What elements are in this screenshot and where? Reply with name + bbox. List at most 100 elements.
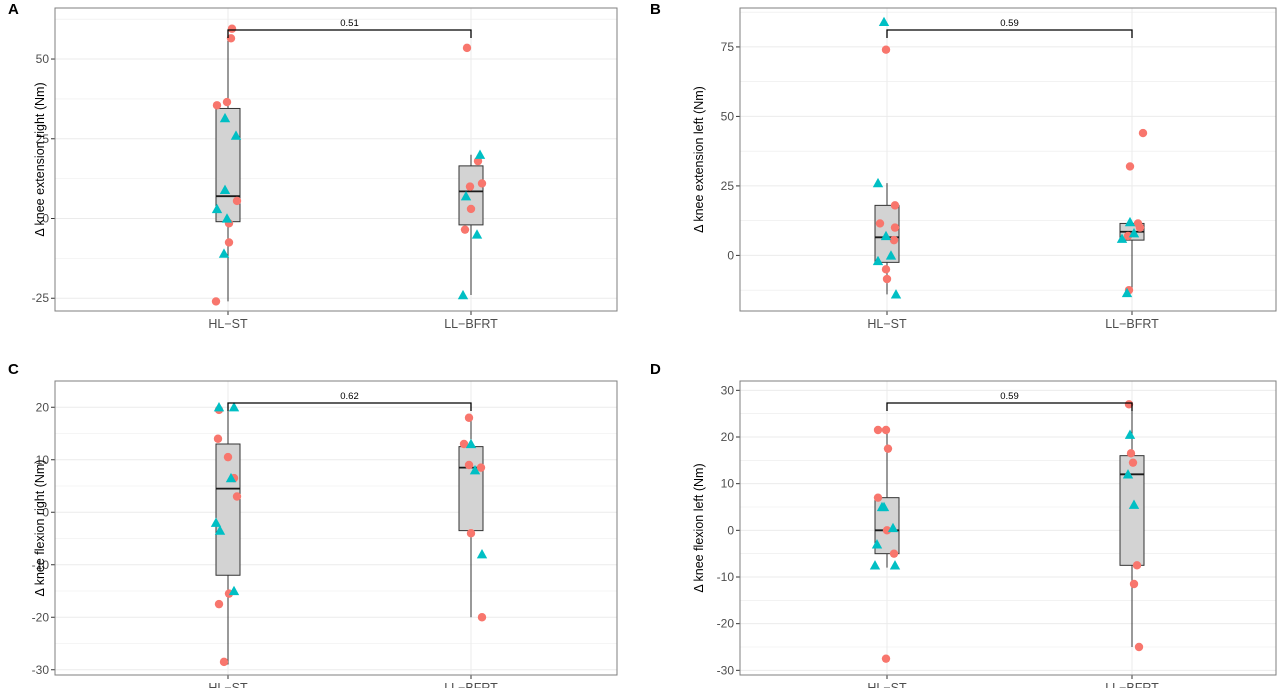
data-point-circle	[889, 549, 899, 558]
y-tick-label: -20	[717, 617, 735, 631]
data-point-triangle	[469, 465, 481, 475]
data-point-circle	[211, 297, 221, 306]
x-category-label: LL−BFRT	[444, 317, 498, 331]
data-point-triangle	[219, 184, 231, 194]
data-point-triangle	[225, 472, 237, 483]
data-point-circle	[477, 179, 487, 188]
data-point-circle	[1138, 128, 1148, 138]
panel-C: C -30 -20 -10 0 10 20 Δ knee flexion right (Nm)…	[8, 361, 618, 688]
plot-background	[740, 381, 1276, 675]
data-point-circle	[883, 444, 893, 453]
data-point-circle	[232, 196, 242, 206]
panel-letter: D	[650, 361, 661, 378]
data-point-circle	[219, 657, 229, 667]
y-tick-label: -20	[32, 610, 50, 624]
plot-frame	[54, 380, 618, 676]
x-category-label: LL−BFRT	[444, 681, 498, 688]
data-point-circle	[873, 493, 883, 502]
data-point-triangle	[1122, 469, 1134, 479]
data-point-triangle	[878, 16, 890, 27]
y-tick-label: 25	[721, 179, 735, 193]
plot-background	[740, 8, 1276, 311]
data-point-triangle	[457, 289, 469, 300]
data-point-triangle	[211, 203, 223, 214]
y-tick-label: 0	[727, 523, 734, 537]
p-value-label: 0.59	[1000, 391, 1019, 402]
data-point-triangle	[1116, 233, 1128, 243]
data-point-triangle	[889, 560, 901, 570]
data-point-circle	[1125, 162, 1135, 171]
data-point-triangle	[474, 149, 486, 159]
data-point-triangle	[213, 402, 225, 412]
data-point-triangle	[1128, 499, 1140, 509]
data-point-triangle	[872, 255, 884, 266]
data-point-circle	[873, 425, 883, 435]
plot-background	[55, 381, 617, 675]
data-point-circle	[464, 460, 474, 470]
y-tick-label: 20	[36, 400, 50, 414]
x-category-label: LL−BFRT	[1105, 317, 1159, 331]
data-point-triangle	[228, 402, 240, 412]
data-point-circle	[222, 97, 232, 107]
data-point-circle	[1135, 223, 1145, 232]
y-tick-label: 50	[721, 109, 735, 123]
x-category-label: HL−ST	[208, 317, 248, 331]
data-point-circle	[459, 439, 469, 449]
data-point-circle	[1134, 642, 1144, 652]
data-point-triangle	[1124, 429, 1136, 439]
data-point-triangle	[887, 522, 899, 533]
x-category-label: HL−ST	[867, 681, 907, 688]
y-tick-label: -10	[32, 558, 50, 572]
data-point-circle	[476, 463, 486, 472]
data-point-triangle	[476, 549, 488, 559]
y-axis-title: Δ knee flexion right (Nm)	[33, 460, 47, 597]
plot-frame	[739, 380, 1277, 676]
box-iqr	[458, 446, 484, 532]
data-point-triangle	[885, 250, 897, 260]
data-point-triangle	[1124, 216, 1136, 227]
y-tick-label: 0	[42, 212, 49, 226]
y-tick-label: 75	[721, 40, 735, 54]
data-point-circle	[1128, 458, 1138, 467]
data-point-triangle	[228, 585, 240, 596]
boxplot-1	[874, 183, 900, 295]
data-point-circle	[466, 204, 476, 214]
data-point-circle	[881, 654, 891, 663]
data-point-circle	[890, 201, 900, 210]
data-point-triangle	[465, 438, 477, 449]
y-tick-label: -30	[717, 663, 735, 677]
data-point-circle	[1123, 231, 1133, 241]
data-point-triangle	[1121, 287, 1133, 298]
data-point-triangle	[221, 213, 233, 223]
panel-A: A -25 0 25 50 Δ knee extension right (Nm) HL−S…	[8, 1, 618, 331]
boxplot-2	[1119, 404, 1145, 647]
panel-B: B 0 25 50 75 Δ knee extension left (Nm) HL−ST L…	[650, 1, 1277, 331]
significance-bracket	[227, 29, 472, 38]
data-point-circle	[462, 43, 472, 53]
data-point-circle	[227, 24, 237, 33]
data-point-circle	[881, 425, 891, 435]
data-point-circle	[1126, 449, 1136, 458]
y-axis-title: Δ knee extension right (Nm)	[33, 82, 47, 236]
data-point-triangle	[869, 560, 881, 570]
plot-background	[55, 8, 617, 311]
y-tick-label: 0	[727, 248, 734, 262]
data-point-circle	[889, 235, 899, 245]
data-point-triangle	[1128, 227, 1140, 238]
y-axis-title: Δ knee extension left (Nm)	[692, 86, 706, 233]
data-point-circle	[226, 34, 236, 43]
data-point-circle	[882, 526, 892, 535]
data-point-triangle	[218, 248, 230, 258]
data-point-triangle	[471, 229, 483, 239]
data-point-circle	[881, 265, 891, 274]
y-tick-label: 30	[721, 383, 735, 397]
significance-bracket	[886, 29, 1133, 38]
data-point-circle	[465, 182, 475, 191]
data-point-triangle	[890, 289, 902, 299]
data-point-circle	[882, 274, 892, 284]
panel-letter: C	[8, 361, 19, 378]
data-point-triangle	[872, 177, 884, 188]
y-tick-label: 10	[721, 477, 735, 491]
y-tick-label: 0	[42, 505, 49, 519]
boxplot-2	[458, 417, 484, 618]
